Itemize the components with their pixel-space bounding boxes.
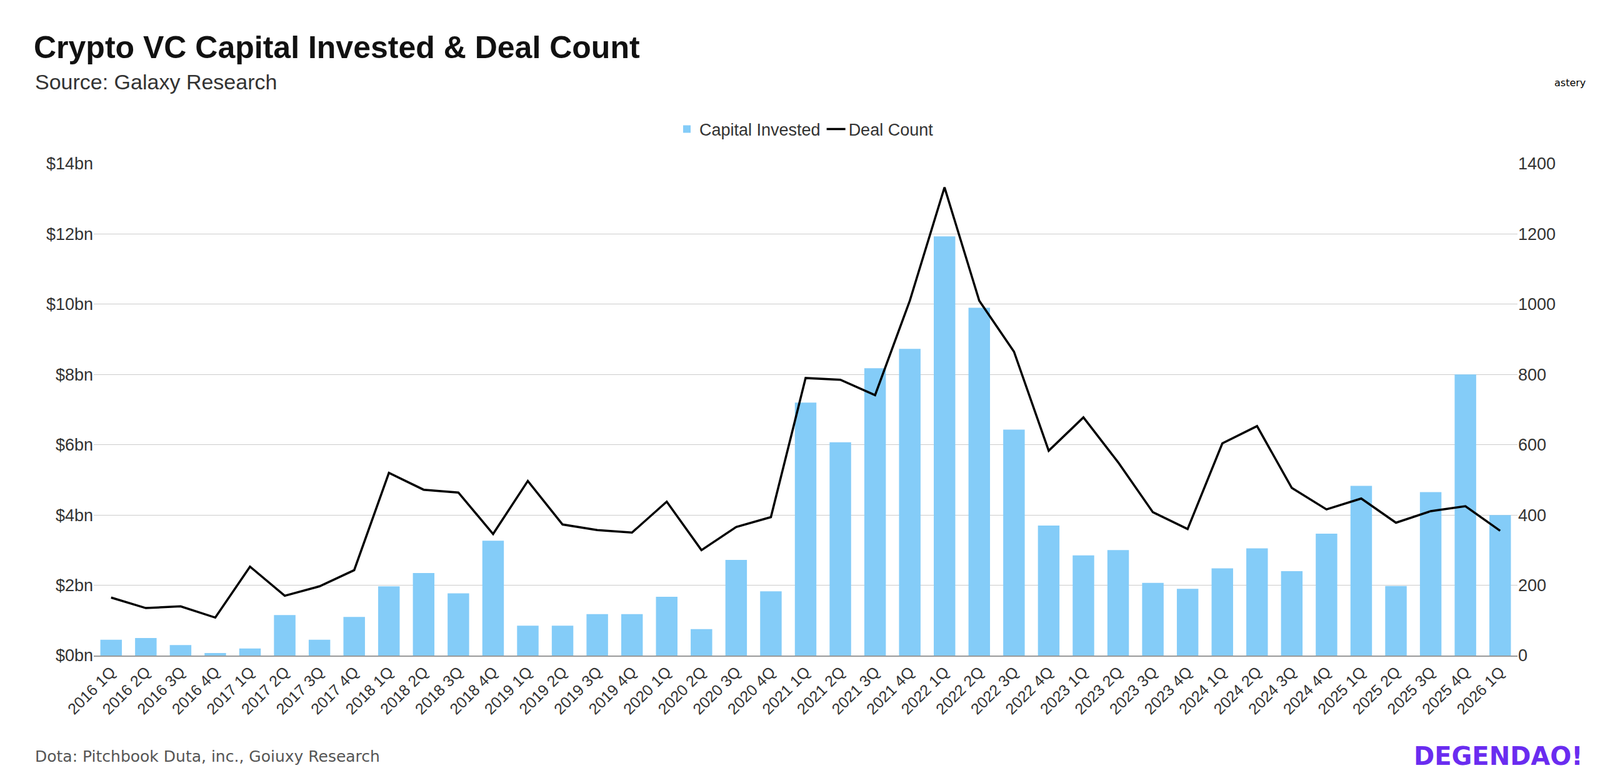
svg-text:2022 2Q: 2022 2Q	[932, 663, 988, 719]
svg-text:$8bn: $8bn	[55, 365, 94, 385]
svg-text:2018 2Q: 2018 2Q	[376, 663, 432, 719]
svg-text:2022 1Q: 2022 1Q	[897, 663, 953, 719]
svg-text:2023 3Q: 2023 3Q	[1105, 663, 1161, 719]
svg-text:2023 2Q: 2023 2Q	[1071, 663, 1127, 719]
svg-text:2024 2Q: 2024 2Q	[1210, 663, 1265, 719]
svg-text:2022 3Q: 2022 3Q	[966, 663, 1022, 719]
svg-text:2023 1Q: 2023 1Q	[1036, 663, 1092, 719]
svg-text:800: 800	[1518, 365, 1547, 385]
svg-text:2016 1Q: 2016 1Q	[64, 663, 120, 719]
svg-text:2020 1Q: 2020 1Q	[620, 663, 675, 719]
svg-text:$14bn: $14bn	[46, 154, 94, 174]
svg-text:2025 1Q: 2025 1Q	[1314, 663, 1370, 719]
svg-text:$4bn: $4bn	[55, 506, 94, 525]
svg-text:2021 3Q: 2021 3Q	[828, 663, 884, 719]
svg-text:2024 3Q: 2024 3Q	[1245, 663, 1300, 719]
svg-text:2018 1Q: 2018 1Q	[341, 663, 397, 719]
svg-text:astery: astery	[1554, 76, 1586, 89]
svg-text:2017 2Q: 2017 2Q	[237, 663, 293, 719]
svg-text:200: 200	[1518, 576, 1547, 595]
svg-text:$12bn: $12bn	[46, 225, 94, 244]
svg-text:$10bn: $10bn	[46, 295, 94, 314]
svg-text:2019 1Q: 2019 1Q	[480, 663, 536, 719]
svg-text:1400: 1400	[1518, 154, 1556, 174]
svg-text:2025 4Q: 2025 4Q	[1418, 663, 1474, 719]
svg-text:2025 2Q: 2025 2Q	[1348, 663, 1404, 719]
svg-text:$6bn: $6bn	[55, 435, 94, 455]
svg-text:2025 3Q: 2025 3Q	[1383, 663, 1439, 719]
svg-text:Crypto VC Capital Invested & D: Crypto VC Capital Invested & Deal Count	[33, 30, 640, 65]
svg-text:2023 4Q: 2023 4Q	[1140, 663, 1196, 719]
svg-text:$2bn: $2bn	[55, 576, 94, 595]
svg-text:2019 4Q: 2019 4Q	[585, 663, 640, 719]
svg-text:2016 2Q: 2016 2Q	[98, 663, 154, 719]
svg-text:2021 2Q: 2021 2Q	[793, 663, 849, 719]
svg-text:$0bn: $0bn	[55, 646, 94, 665]
svg-text:2019 2Q: 2019 2Q	[515, 663, 571, 719]
svg-text:1200: 1200	[1518, 225, 1556, 244]
svg-text:600: 600	[1518, 435, 1547, 455]
svg-text:2022 4Q: 2022 4Q	[1001, 663, 1057, 719]
svg-text:2021 4Q: 2021 4Q	[862, 663, 918, 719]
svg-text:400: 400	[1518, 506, 1547, 525]
svg-text:2018 3Q: 2018 3Q	[411, 663, 467, 719]
svg-text:Capital Invested: Capital Invested	[699, 120, 821, 140]
svg-text:DEGENDAO!: DEGENDAO!	[1413, 741, 1584, 771]
svg-text:2021 1Q: 2021 1Q	[758, 663, 814, 719]
svg-text:2020 4Q: 2020 4Q	[723, 663, 779, 719]
svg-text:2018 4Q: 2018 4Q	[446, 663, 502, 719]
svg-text:2017 3Q: 2017 3Q	[272, 663, 328, 719]
svg-text:2016 3Q: 2016 3Q	[133, 663, 189, 719]
svg-text:2020 2Q: 2020 2Q	[654, 663, 710, 719]
svg-text:Source: Galaxy Research: Source: Galaxy Research	[35, 70, 277, 94]
svg-text:2017 4Q: 2017 4Q	[306, 663, 362, 719]
svg-text:Dota: Pitchbook Duta, inc., Go: Dota: Pitchbook Duta, inc., Goiuxy Resea…	[35, 747, 380, 766]
svg-text:2026 1Q: 2026 1Q	[1453, 663, 1509, 719]
svg-text:2017 1Q: 2017 1Q	[203, 663, 259, 719]
svg-text:2019 3Q: 2019 3Q	[550, 663, 605, 719]
svg-text:1000: 1000	[1518, 295, 1556, 314]
svg-text:2016 4Q: 2016 4Q	[168, 663, 224, 719]
svg-text:2020 3Q: 2020 3Q	[689, 663, 745, 719]
svg-text:Deal Count: Deal Count	[848, 120, 934, 140]
svg-text:0: 0	[1518, 646, 1528, 665]
svg-text:2024 4Q: 2024 4Q	[1279, 663, 1335, 719]
svg-text:2024 1Q: 2024 1Q	[1175, 663, 1230, 719]
